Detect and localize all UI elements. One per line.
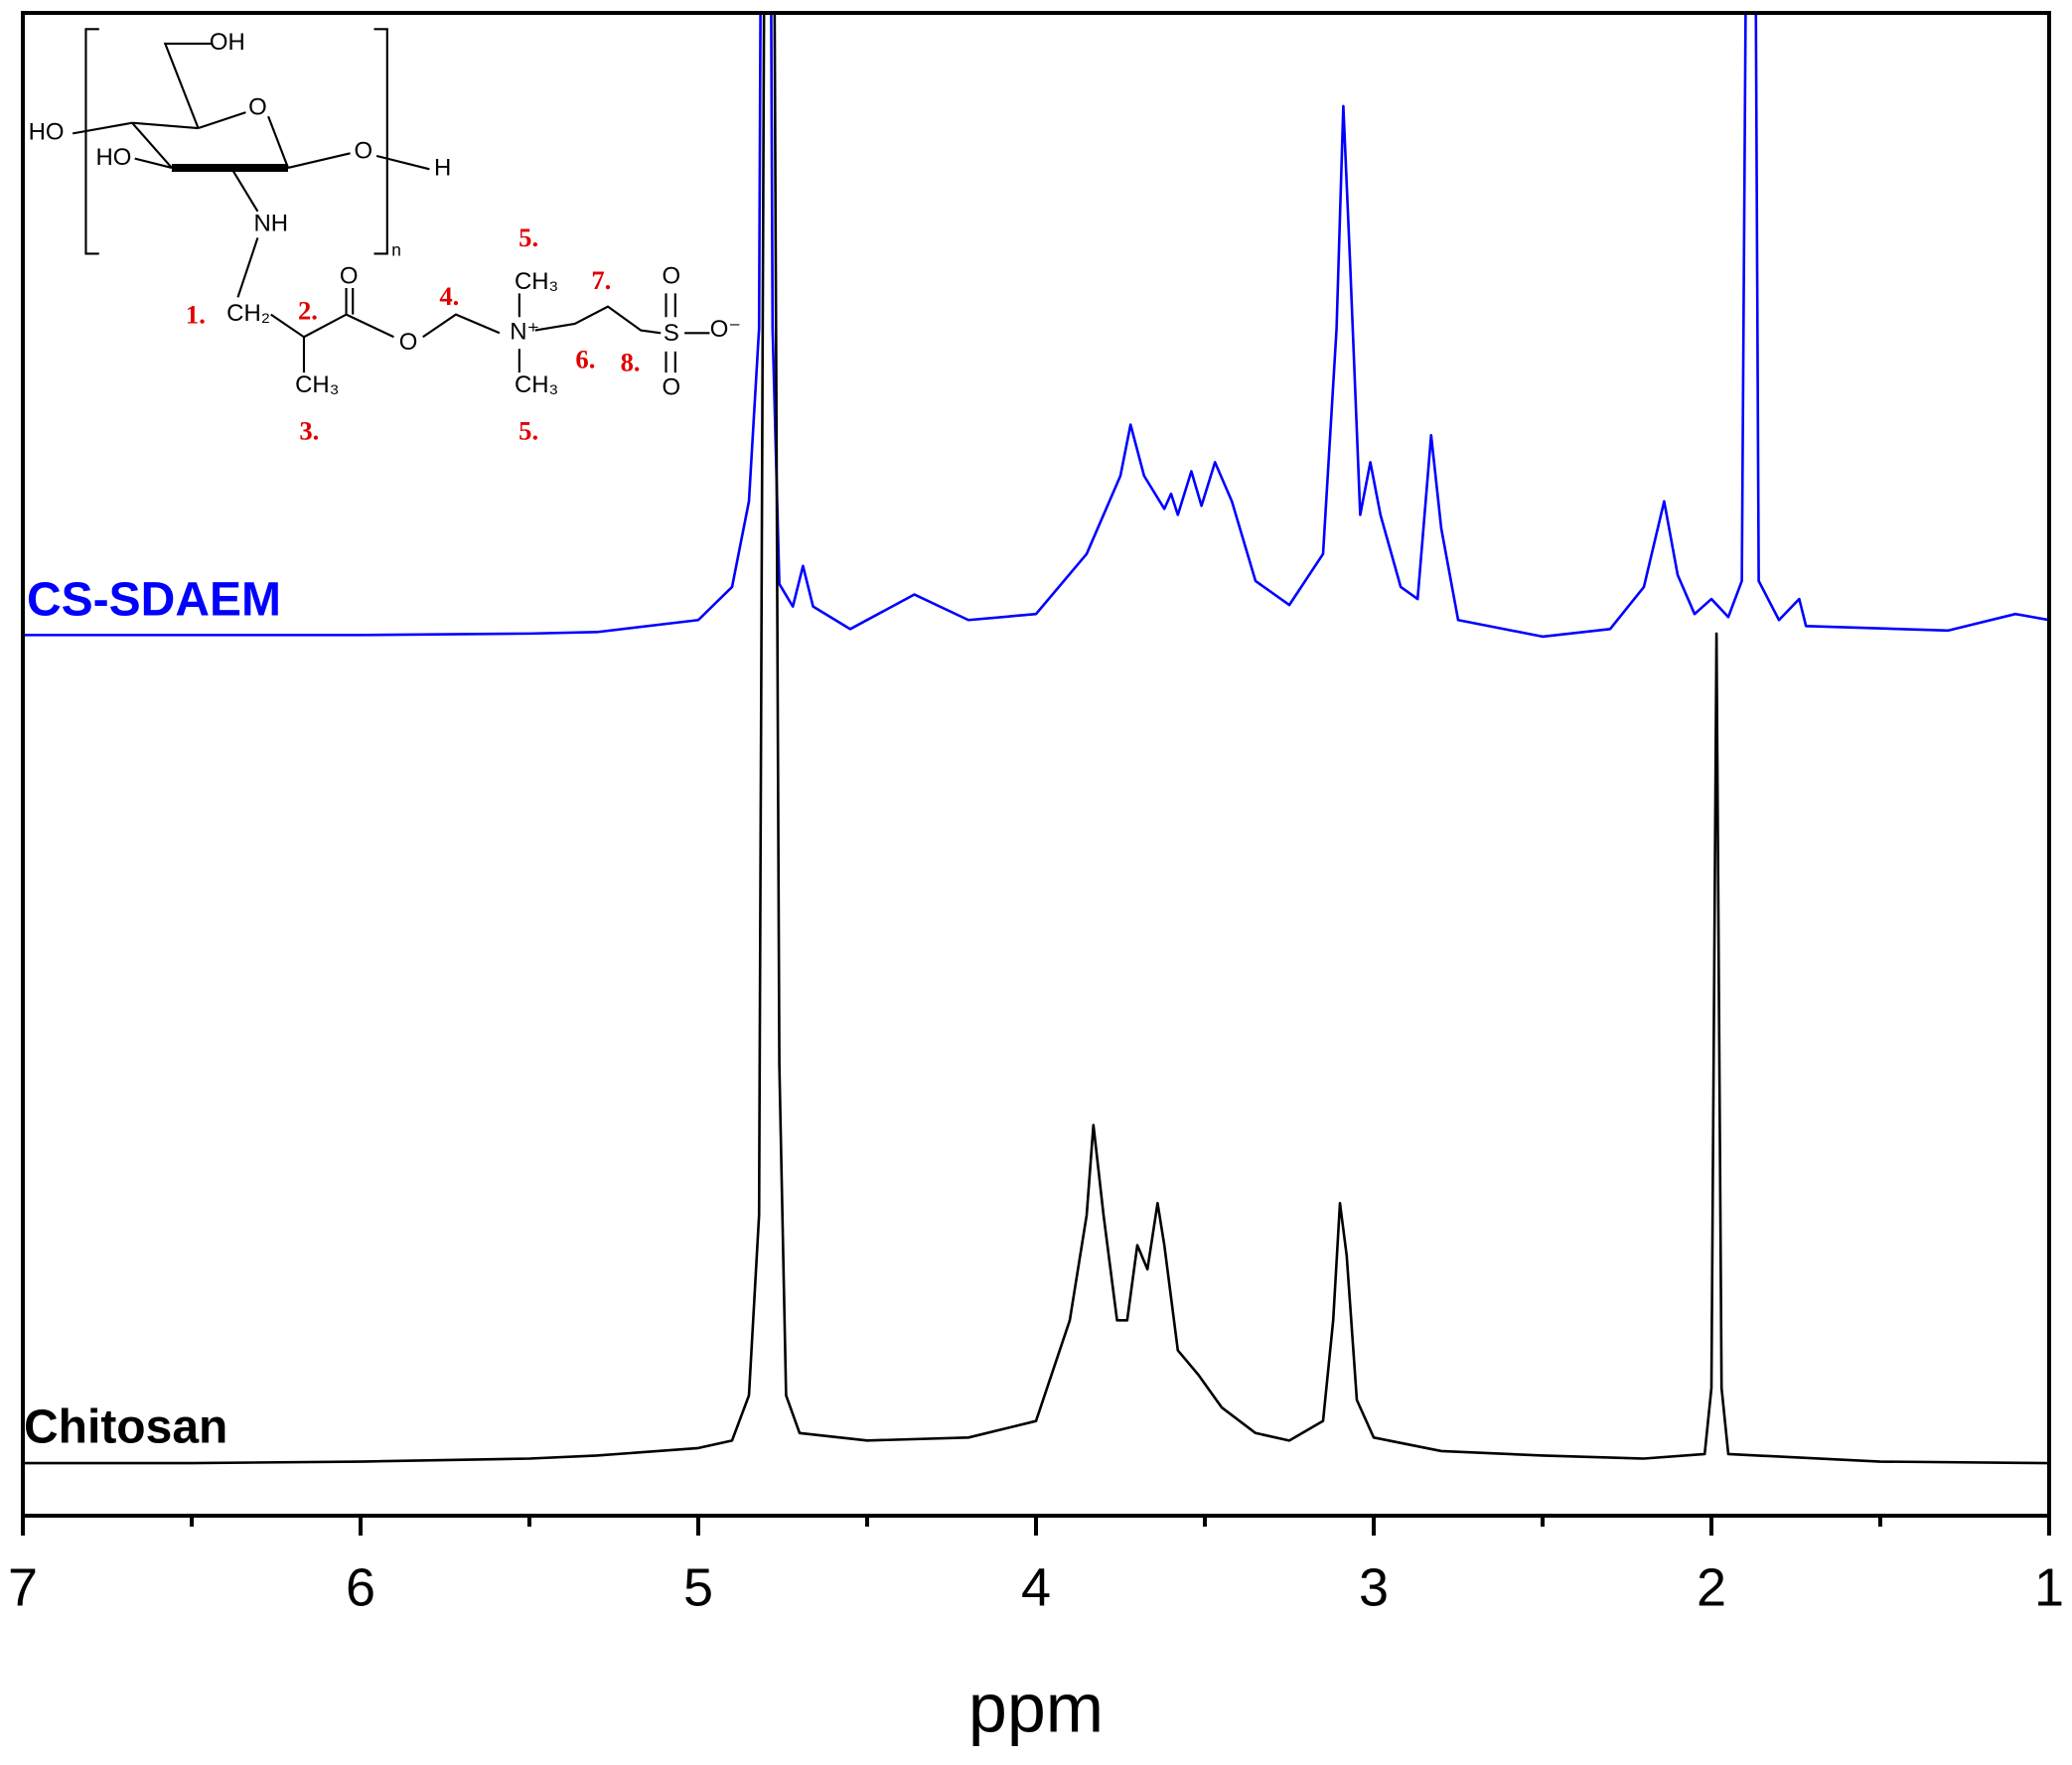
atom-label: HO — [95, 144, 131, 171]
atom-label: S — [664, 320, 679, 347]
spectrum-line — [23, 13, 2049, 1465]
atom-label: O⁻ — [710, 316, 741, 343]
position-label: 5. — [518, 415, 538, 445]
chain-bonds — [236, 237, 710, 373]
x-tick-label: 1 — [2034, 1557, 2064, 1617]
atom-label: O — [355, 137, 373, 164]
position-label: 8. — [621, 347, 641, 376]
plot-area — [23, 13, 2049, 1465]
series-label: Chitosan — [24, 1401, 227, 1454]
atom-label: N⁺ — [510, 319, 539, 346]
atom-label: O — [663, 263, 681, 290]
x-tick-label: 6 — [346, 1557, 375, 1617]
atom-label: OH — [210, 29, 245, 56]
atom-label: O — [399, 329, 418, 356]
series-label: CS-SDAEM — [27, 574, 281, 627]
spectrum-line — [23, 13, 2049, 639]
position-label: 5. — [518, 222, 538, 252]
atom-label: CH₃ — [295, 371, 339, 398]
atom-label: CH₃ — [515, 268, 558, 295]
atom-label: H — [434, 155, 451, 182]
atom-label: CH₂ — [226, 300, 270, 327]
atom-label: n — [391, 239, 401, 259]
atom-label: O — [340, 263, 359, 290]
bracket — [84, 28, 388, 255]
x-tick-label: 7 — [8, 1557, 38, 1617]
atom-label: O — [663, 373, 681, 400]
atom-label: NH — [253, 210, 288, 236]
x-axis-label: ppm — [968, 1669, 1104, 1746]
position-label: 6. — [575, 345, 595, 374]
atom-label: O — [248, 93, 267, 120]
ring-bonds — [72, 42, 430, 213]
position-label: 1. — [186, 299, 206, 329]
position-label: 2. — [298, 295, 318, 325]
position-label: 4. — [439, 281, 459, 311]
x-tick-label: 3 — [1359, 1557, 1389, 1617]
x-tick-label: 2 — [1697, 1557, 1726, 1617]
x-tick-label: 5 — [683, 1557, 713, 1617]
chemical-structure: OH HO O HO O H NH n CH₂ O O CH₃ CH₃ N⁺ C… — [29, 28, 741, 445]
atom-label: HO — [29, 119, 65, 146]
position-label: 3. — [299, 415, 319, 445]
atom-label: CH₃ — [515, 371, 558, 398]
position-label: 7. — [591, 265, 611, 295]
x-tick-label: 4 — [1021, 1557, 1051, 1617]
